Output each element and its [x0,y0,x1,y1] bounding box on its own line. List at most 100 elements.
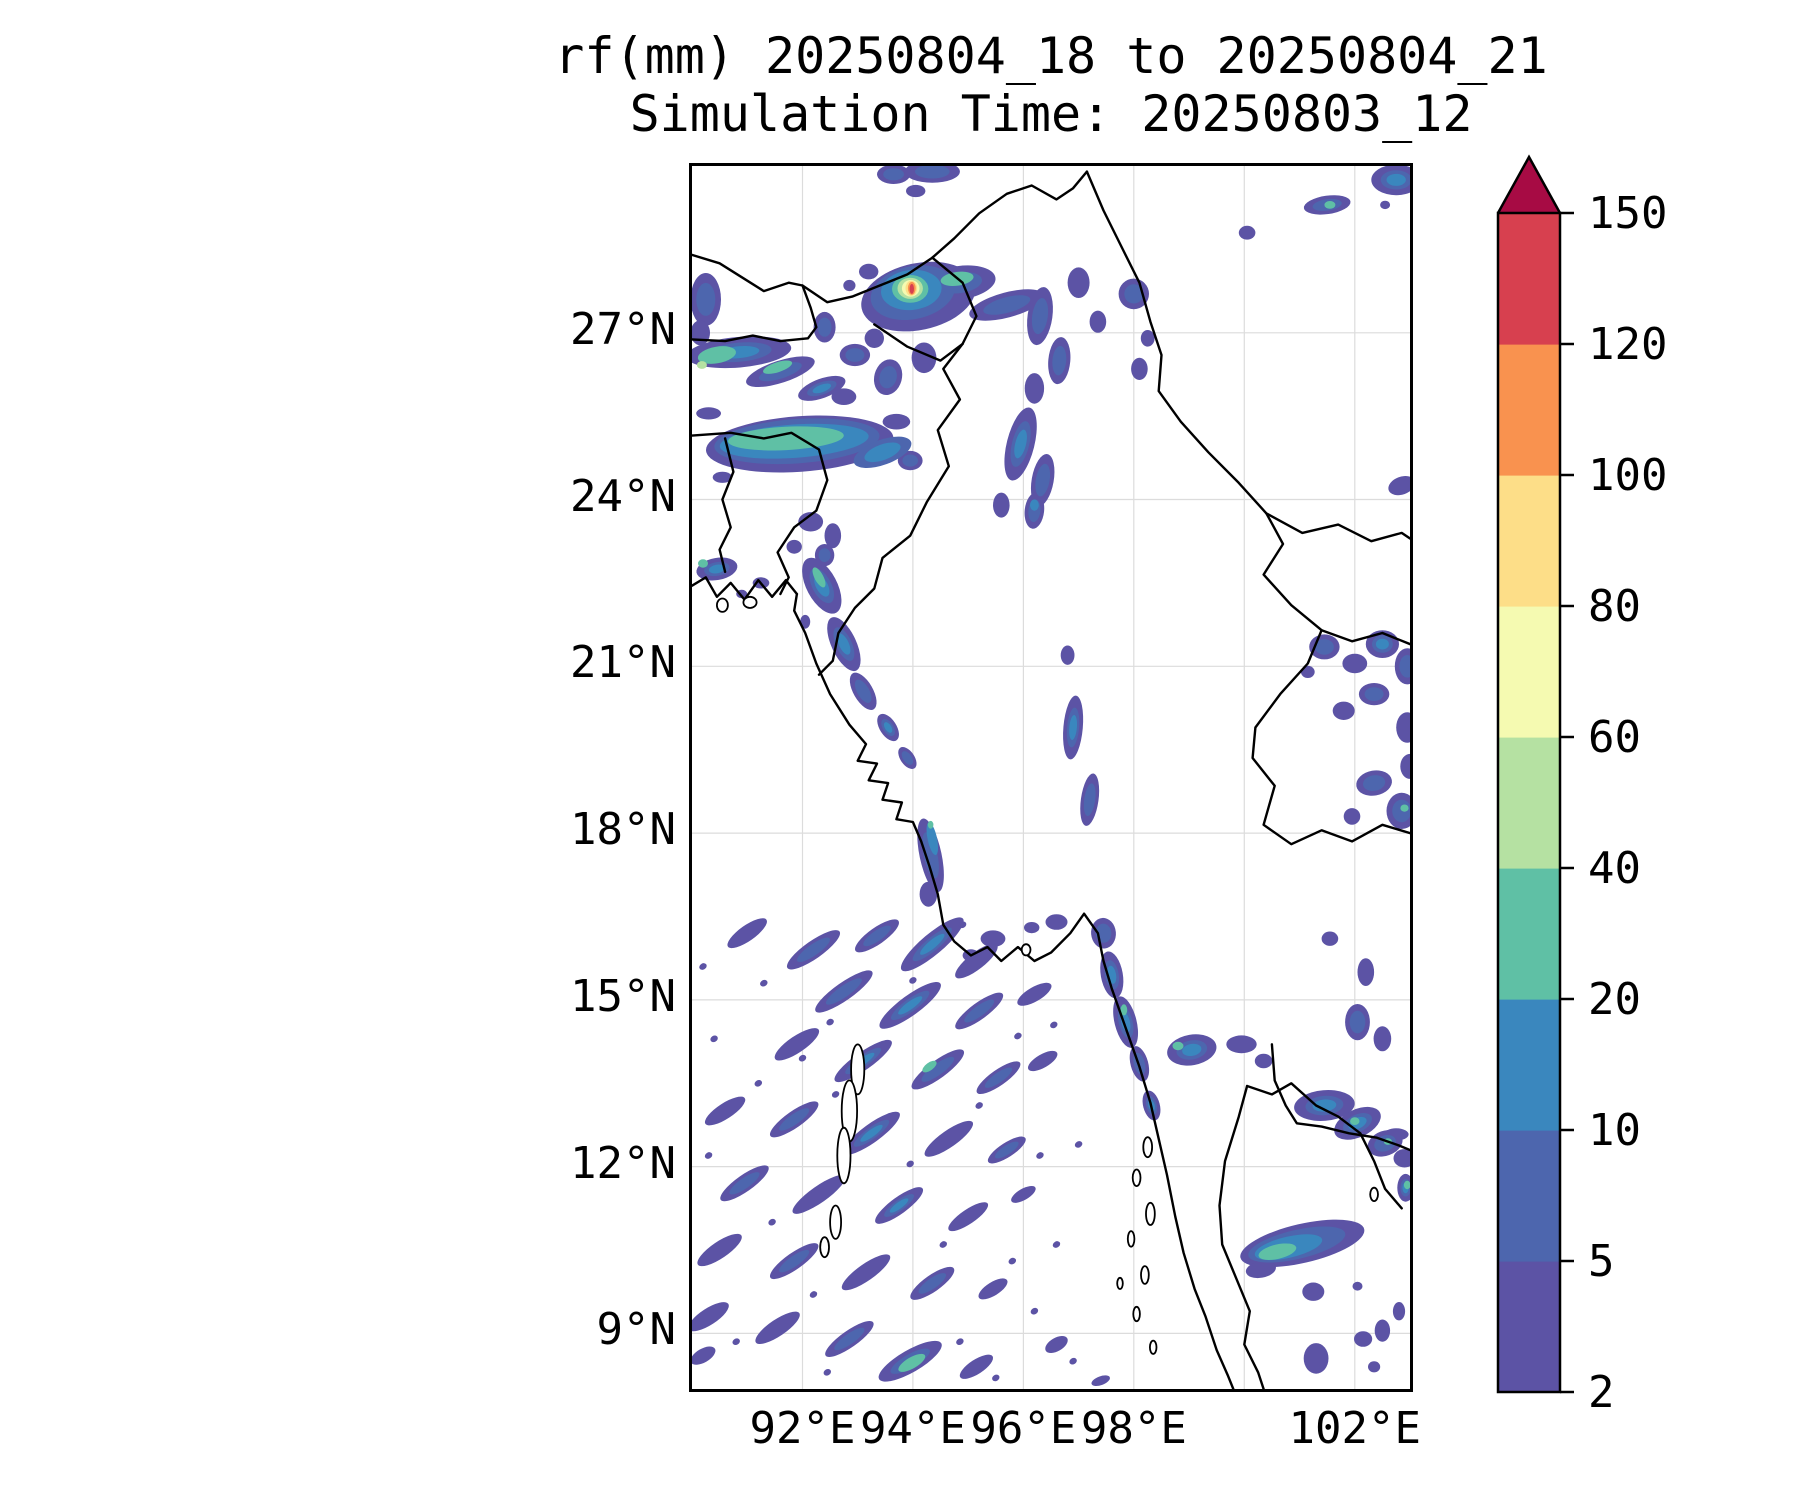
rain-cell [926,822,939,856]
rain-cell [1352,1281,1363,1291]
rain-cell [845,348,865,362]
rain-cell [1258,1243,1297,1260]
rain-cell [1399,655,1410,678]
rain-cell [1045,914,1068,930]
rain-cell [1357,958,1375,986]
rain-cell [1017,982,1052,1006]
colorbar-tick-label: 80 [1588,581,1641,632]
rain-cell [909,283,914,294]
rain-cell [859,263,879,280]
colorbar: 150 120 100 80 60 40 20 10 5 2 [1493,150,1800,1418]
lon-tick-label: 94°E [859,1403,966,1454]
rain-cell [927,820,934,829]
rain-cell [918,1273,947,1294]
colorbar-tick-label: 100 [1588,450,1667,501]
colorbar-tick-label: 20 [1588,974,1641,1025]
lon-tick-label: 96°E [970,1403,1077,1454]
lat-tick-label: 9°N [596,1304,676,1356]
rain-cell [825,978,862,1005]
rain-cell [922,1060,937,1073]
rain-cell [1060,645,1075,665]
rain-cell [1392,1302,1406,1321]
rain-cell [992,1374,1000,1382]
island-outline [819,1236,830,1259]
colorbar-segment [1498,606,1560,738]
rain-cell [1343,808,1361,825]
rain-cell [1350,1117,1360,1125]
rain-cell [924,1120,974,1157]
rain-cell [1140,330,1155,347]
rain-cell [834,1327,865,1351]
rain-cell [792,1174,846,1214]
colorbar-outline [1496,211,1562,1394]
lat-tick-label: 27°N [570,303,676,355]
rain-cell [1349,1010,1366,1034]
border-line [792,592,1235,1389]
rain-cell [1380,200,1391,210]
rain-cell [798,1054,807,1062]
rain-cell [864,442,901,463]
rain-cell [1403,1180,1410,1190]
rain-cell [1050,1021,1058,1029]
rain-cell [1354,1331,1373,1347]
lat-tick-label: 15°N [570,970,676,1022]
rainfall-map-canvas [692,166,1410,1389]
colorbar-tick-label: 5 [1588,1236,1615,1287]
plot-subtitle: Simulation Time: 20250803_12 [629,85,1473,143]
rain-cell [697,346,736,364]
border-line [1218,1084,1265,1389]
rain-cell [1008,1257,1017,1265]
border-line [1265,512,1410,543]
plot-title: rf(mm) 20250804_18 to 20250804_21 [554,27,1548,85]
rain-cell [1302,1282,1325,1301]
rain-cell [939,1241,948,1248]
rain-cell [879,366,897,389]
rain-cell [1393,1149,1410,1168]
rain-cell [1031,298,1049,335]
rain-cell [1342,653,1368,674]
rain-cell [798,512,824,532]
rain-cell [1120,1004,1128,1016]
rain-cell [1069,715,1078,740]
lat-tick-label: 18°N [570,804,676,856]
island-outline [1126,1230,1136,1248]
colorbar-over-arrow [1496,154,1562,214]
rain-cell [909,977,917,984]
rain-cell [1074,1141,1083,1148]
rain-cell [975,1102,983,1109]
rain-cell [956,1338,964,1346]
rain-cell [729,1172,760,1195]
lon-tick-label: 98°E [1080,1403,1187,1454]
border-line [692,284,818,343]
rain-cell [898,996,923,1015]
rain-cell [697,1233,742,1267]
rain-cell [823,1368,832,1376]
rain-cell [1083,783,1096,817]
rain-cell [984,1067,1013,1088]
rain-cell [1035,463,1051,497]
rain-cell [1091,1375,1110,1387]
border-line [873,323,964,362]
rain-cell [824,523,842,549]
rain-cell [1312,1099,1337,1112]
rain-cell [993,492,1010,518]
island-outline [1131,1168,1142,1188]
rain-cell [1120,1012,1131,1033]
rain-cell [786,539,802,554]
rain-cell [1182,1043,1202,1057]
rain-cell [796,937,831,963]
rain-cell [754,1079,763,1087]
island-outline [1140,1265,1150,1285]
island-outline [1369,1186,1379,1203]
island-outline [1132,1305,1141,1323]
lat-tick-label: 12°N [570,1137,676,1189]
colorbar-tick-label: 2 [1588,1367,1615,1412]
rain-cell [696,361,707,369]
rain-cell [919,881,938,907]
rain-cell [882,413,911,430]
colorbar-segment [1498,213,1560,345]
rain-cell [980,930,1006,947]
rain-cell [809,1291,818,1298]
border-line [718,437,735,573]
rain-cell [696,282,716,316]
